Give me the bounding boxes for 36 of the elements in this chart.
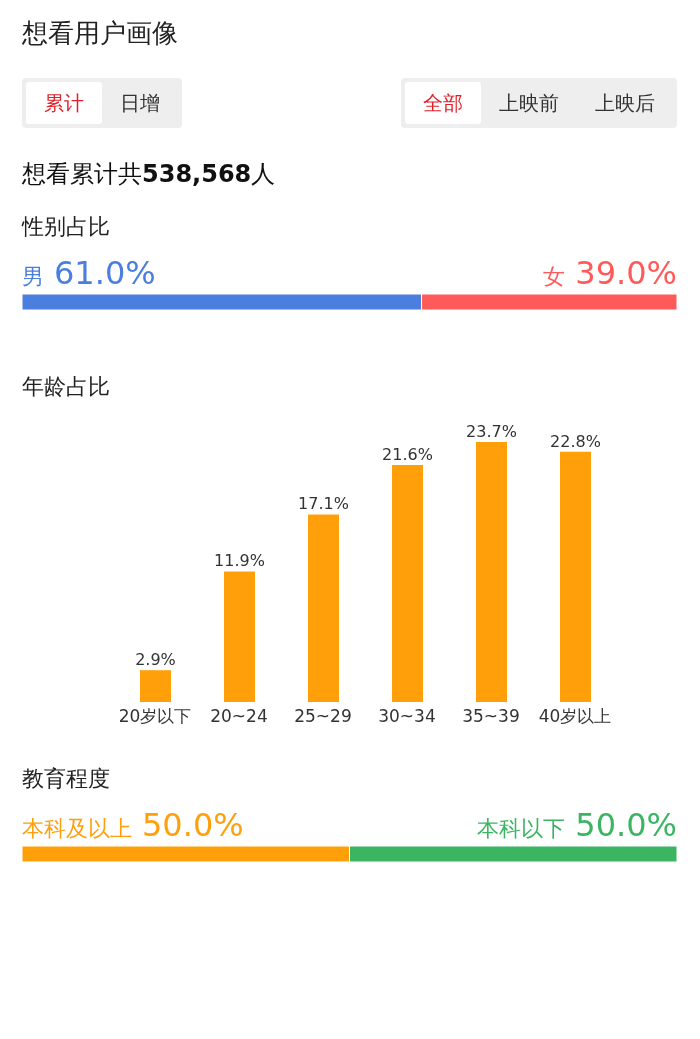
x-tick-label: 35~39 [462, 706, 520, 727]
bar [308, 514, 339, 702]
text: 累计 [26, 82, 102, 124]
text: 日增 [119, 90, 161, 117]
text: 想看用户画像 [22, 17, 179, 50]
text: 全部 [405, 82, 481, 124]
text: 上映后 [594, 90, 656, 117]
series-label: 男 [22, 264, 44, 289]
x-tick-label: 20岁以下 [118, 706, 192, 727]
chart-title: 性别占比 [22, 213, 111, 241]
data-label: 2.9% [135, 650, 176, 670]
series-label: 本科以下 [477, 816, 566, 841]
data-label: 61.0% [54, 254, 156, 292]
data-label: 21.6% [382, 445, 433, 465]
x-tick-label: 20~24 [210, 706, 268, 727]
bar [392, 465, 423, 702]
data-label: 50.0% [575, 806, 677, 844]
x-tick-label: 30~34 [378, 706, 436, 727]
x-tick-label: 25~29 [294, 706, 352, 727]
bar [560, 451, 591, 702]
text: 上映前 [498, 90, 560, 117]
chart-title: 年龄占比 [22, 373, 111, 401]
data-label: 39.0% [575, 254, 677, 292]
data-label: 23.7% [466, 422, 517, 441]
data-label: 17.1% [298, 494, 349, 514]
series-label: 本科及以上 [22, 816, 132, 841]
data-label: 22.8% [550, 431, 601, 451]
data-label: 50.0% [142, 806, 244, 844]
bar [140, 670, 171, 702]
x-tick-label: 40岁以上 [538, 706, 612, 727]
text: 想看累计共538,568人 [22, 160, 276, 188]
data-label: 11.9% [214, 551, 265, 571]
bar [476, 442, 507, 702]
chart-title: 教育程度 [22, 765, 111, 793]
bar [224, 571, 255, 702]
series-label: 女 [543, 264, 566, 289]
